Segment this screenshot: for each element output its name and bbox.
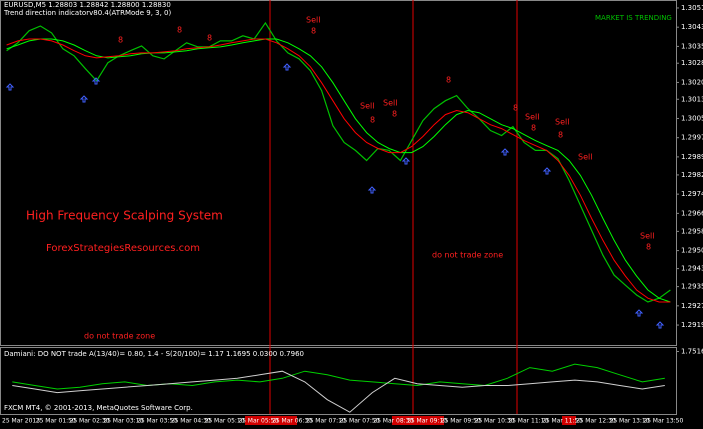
y-tick-label: 1.29975 [681,134,703,142]
title: High Frequency Scalping System [26,209,223,223]
x-tick-label: 25 Mar 10:30 [475,418,515,425]
copyright: FXCM MT4, © 2001-2013, MetaQuotes Softwa… [4,404,193,412]
y-tick-label: 1.29585 [681,227,703,235]
y-tick-label: 1.30355 [681,42,703,50]
buy-arrows [5,63,665,329]
buy-arrow [401,157,411,165]
sell-marker: 8 [118,36,123,45]
x-tick-label: 25 Mar 09:10 [407,418,447,425]
time-highlight [562,416,576,425]
sell-label: Sell [383,99,397,108]
x-tick-label: 25 Mar 06:30 [272,418,312,425]
sell-label: Sell [360,102,374,111]
plot: 1.30515 1.30435 1.30355 1.30285 1.30205 1.301… [2,4,703,425]
buy-arrow [500,148,510,156]
zone-label: do not trade zone [432,251,503,260]
series-line [12,370,665,413]
sell-marker: 8 [446,76,451,85]
y-tick-label: 1.30055 [681,114,703,122]
x-tick-label: 25 Mar 02:30 [70,418,110,425]
y-tick-label: 1.29430 [681,265,703,273]
y-tick-label: 1.7516 [681,348,703,356]
buy-arrow [367,186,377,194]
buy-arrow [282,63,292,71]
time-highlight [392,416,444,425]
sell-label: Sell [306,16,320,25]
zone-label: do not trade zone [84,332,155,341]
y-tick-label: 1.30205 [681,78,703,86]
buy-arrow [5,83,15,91]
y-tick-label: 1.29275 [681,302,703,310]
y-tick-label: 1.29660 [681,209,703,217]
y-tick-label: 1.29505 [681,247,703,255]
y-tick-label: 1.30515 [681,4,703,12]
x-tick-label: 25 Mar 03:10 [103,418,143,425]
series-line [6,38,671,303]
y-tick-label: 1.30135 [681,95,703,103]
x-tick-label: 25 Mar 11:50 [542,418,582,425]
y-tick-label: 1.30435 [681,23,703,31]
x-tick-label: 25 Mar 12:30 [576,418,616,425]
buy-arrow [655,321,665,329]
x-tick-label: 25 Mar 2013 [2,418,40,425]
sell-marker: 8 [177,26,182,35]
sell-label: Sell [555,118,569,127]
sell-marker: 8 [207,34,212,43]
x-tick-label: 25 Mar 11:10 [508,418,548,425]
sell-signals: Sell 8 8 8 8 Sell 8 Sell 8 8 8 Sell 8 Se… [118,16,654,252]
x-tick-label: 25 Mar 09:50 [441,418,481,425]
x-tick-label: 25 Mar 01:50 [36,418,76,425]
symbol-header: EURUSD,M5 1.28803 1.28842 1.28800 1.2883… [4,1,171,9]
sell-marker: 8 [531,124,536,133]
sell-marker: 8 [311,27,316,36]
y-tick-label: 1.30285 [681,59,703,67]
sell-marker: 8 [370,116,375,125]
sell-marker: 8 [646,243,651,252]
buy-arrow [91,77,101,85]
x-tick-label: 25 Mar 05:50 [238,418,278,425]
subtitle: ForexStrategiesResources.com [46,243,200,254]
sell-marker: 8 [558,131,563,140]
x-tick-label: 25 Mar 05:10 [205,418,245,425]
sell-marker: 8 [392,110,397,119]
y-tick-label: 1.29195 [681,321,703,329]
indicator-frame [0,347,677,415]
y-tick-label: 1.29355 [681,283,703,291]
series-line [12,363,665,390]
series-line [6,38,671,303]
status: MARKET IS TRENDING [595,14,672,22]
x-tick-label: 25 Mar 04:30 [171,418,211,425]
time-highlight [245,416,297,425]
sell-label: Sell [640,232,654,241]
main-frame [0,0,677,346]
x-tick-label: 25 Mar 07:10 [306,418,346,425]
buy-arrow [542,167,552,175]
buy-arrow [634,309,644,317]
sell-marker: 8 [513,104,518,113]
buy-arrow [79,95,89,103]
x-tick-label: 25 Mar 13:50 [643,418,683,425]
y-tick-label: 1.29740 [681,190,703,198]
y-tick-label: 1.29820 [681,171,703,179]
indicator-title: Damiani: DO NOT trade A(13/40)= 0.80, 1.… [4,350,304,358]
sell-label: Sell [525,113,539,122]
x-tick-label: 25 Mar 03:50 [137,418,177,425]
x-tick-label: 25 Mar 07:50 [340,418,380,425]
y-tick-label: 1.29895 [681,153,703,161]
sell-label: Sell [578,153,592,162]
indicator-header: Trend direction indicatorv80.4(ATRMode 9… [3,9,172,17]
x-tick-label: 25 Mar 08:30 [373,418,413,425]
x-tick-label: 25 Mar 13:10 [610,418,650,425]
